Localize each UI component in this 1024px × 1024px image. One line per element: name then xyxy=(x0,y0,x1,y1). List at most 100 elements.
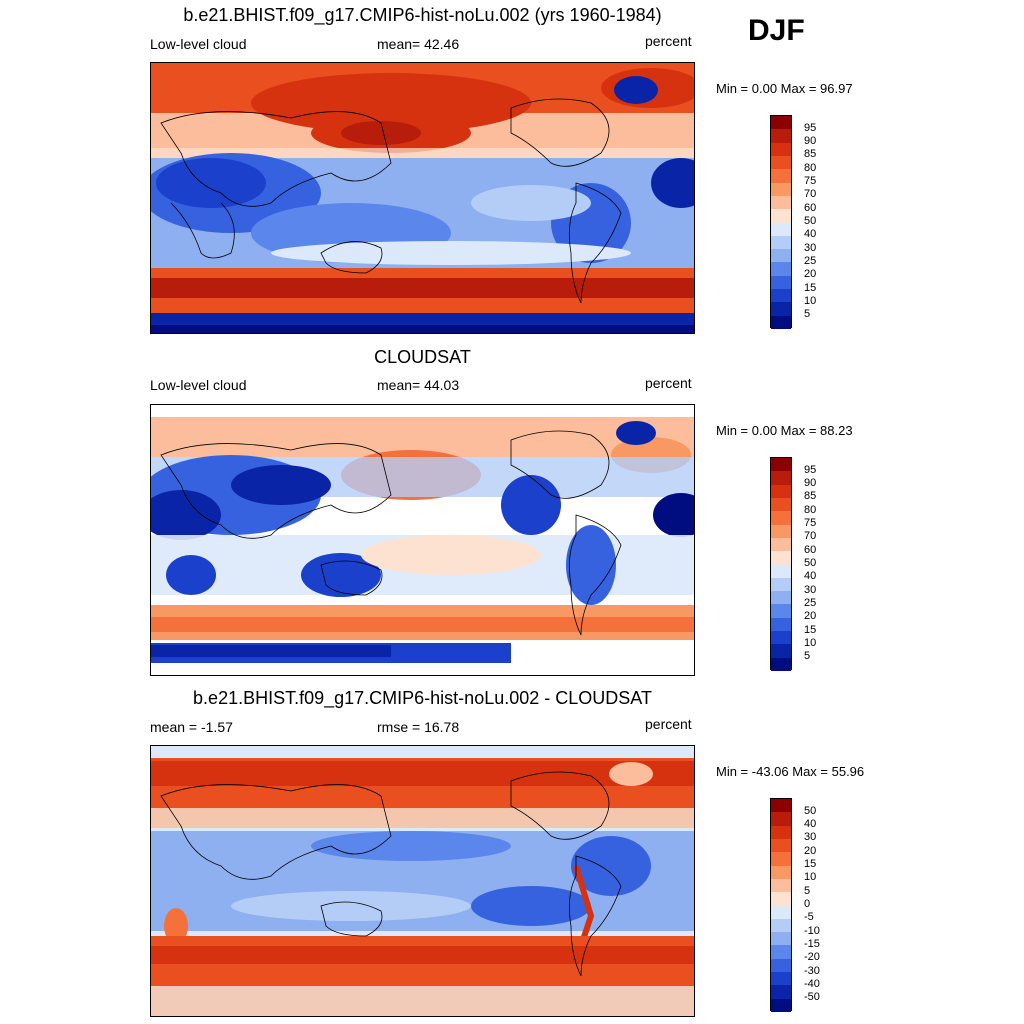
colorbar-swatch xyxy=(771,998,791,1012)
colorbar-swatch xyxy=(771,825,791,839)
colorbar-tick-label: 95 xyxy=(804,121,817,134)
colorbar-tick-label: 80 xyxy=(804,503,817,516)
colorbar-swatch xyxy=(771,985,791,999)
colorbar-tick-label: 30 xyxy=(804,583,817,596)
colorbar-swatch xyxy=(771,275,791,290)
panel-3-units-label: percent xyxy=(645,716,692,732)
colorbar-swatch xyxy=(771,945,791,959)
colorbar-tick-label: 10 xyxy=(804,636,817,649)
colorbar-tick-label: 30 xyxy=(804,831,817,844)
colorbar-swatch xyxy=(771,484,791,498)
colorbar-tick-label: 5 xyxy=(804,308,811,321)
colorbar-swatch xyxy=(771,471,791,485)
colorbar-tick-label: 30 xyxy=(804,241,817,254)
colorbar-swatch xyxy=(771,155,791,170)
colorbar-tick-label: -30 xyxy=(804,964,820,977)
colorbar-tick-label: 50 xyxy=(804,557,817,569)
colorbar-tick-label: 85 xyxy=(804,490,817,503)
colorbar-tick-label: 15 xyxy=(804,623,817,636)
colorbar-swatch xyxy=(771,932,791,946)
colorbar-swatch xyxy=(771,315,791,329)
colorbar-tick-label: -5 xyxy=(804,911,814,924)
colorbar-tick-label: 20 xyxy=(804,610,817,623)
colorbar-swatch xyxy=(771,631,791,645)
panel-2-mean-label: mean= 44.03 xyxy=(377,377,460,393)
panel-1-mean-label: mean= 42.46 xyxy=(377,36,460,52)
colorbar-swatch xyxy=(771,537,791,552)
panel-1-variable-label: Low-level cloud xyxy=(150,36,247,52)
colorbar-tick-label: 40 xyxy=(804,570,817,583)
colorbar-swatch xyxy=(771,551,791,565)
colorbar-swatch xyxy=(771,812,791,826)
colorbar-swatch xyxy=(771,577,791,592)
colorbar-swatch xyxy=(771,852,791,866)
colorbar-tick-label: 90 xyxy=(804,477,817,490)
colorbar-tick-label: 20 xyxy=(804,844,817,857)
colorbar-swatch xyxy=(771,511,791,525)
colorbar-swatch xyxy=(771,644,791,658)
colorbar-tick-label: 20 xyxy=(804,268,817,281)
panel-3-minmax: Min = -43.06 Max = 55.96 xyxy=(716,764,865,779)
colorbar-swatch xyxy=(771,958,791,973)
panel-3-map xyxy=(150,745,695,1017)
colorbar-swatch xyxy=(771,591,791,605)
colorbar-tick-label: -20 xyxy=(804,951,820,964)
colorbar-tick-label: 75 xyxy=(804,175,817,188)
panel-1-map xyxy=(150,62,695,334)
colorbar-tick-label: 70 xyxy=(804,530,817,543)
colorbar-swatches xyxy=(770,798,792,1012)
colorbar-swatch xyxy=(771,905,791,919)
colorbar-tick-label: 25 xyxy=(804,596,817,609)
panel-1-title: b.e21.BHIST.f09_g17.CMIP6-hist-noLu.002 … xyxy=(183,5,662,25)
colorbar-tick-label: 25 xyxy=(804,254,817,267)
colorbar-swatch xyxy=(771,657,791,671)
panel-2-title: CLOUDSAT xyxy=(374,347,471,367)
colorbar-tick-label: -50 xyxy=(804,991,820,1004)
colorbar-swatch xyxy=(771,169,791,183)
colorbar-swatch xyxy=(771,262,791,276)
colorbar-tick-label: 70 xyxy=(804,188,817,201)
colorbar-swatch xyxy=(771,249,791,263)
colorbar-tick-label: 60 xyxy=(804,543,817,556)
colorbar-swatch xyxy=(771,116,791,130)
panel-2-map xyxy=(150,404,695,676)
colorbar-tick-label: 50 xyxy=(804,804,817,817)
colorbar-swatch xyxy=(771,617,791,632)
colorbar-tick-label: 40 xyxy=(804,228,817,241)
colorbar-swatch xyxy=(771,182,791,196)
colorbar-tick-label: 60 xyxy=(804,201,817,214)
colorbar-swatches xyxy=(770,457,792,671)
panel-3-rmse-label: rmse = 16.78 xyxy=(377,719,460,735)
colorbar-swatch xyxy=(771,209,791,223)
panel-1-units-label: percent xyxy=(645,33,692,49)
colorbar-tick-label: 15 xyxy=(804,858,817,871)
colorbar-swatch xyxy=(771,838,791,853)
colorbar-tick-label: -40 xyxy=(804,977,820,990)
colorbar-swatch xyxy=(771,195,791,210)
colorbar-swatch xyxy=(771,497,791,512)
colorbar-tick-label: 0 xyxy=(804,898,811,910)
colorbar-tick-label: 50 xyxy=(804,215,817,227)
colorbar-swatch xyxy=(771,564,791,578)
colorbar-swatch xyxy=(771,222,791,236)
colorbar-tick-label: 10 xyxy=(804,294,817,307)
colorbar-tick-label: 10 xyxy=(804,871,817,884)
colorbar-tick-label: -10 xyxy=(804,924,820,937)
colorbar-tick-label: 40 xyxy=(804,818,817,831)
colorbar-tick-label: 90 xyxy=(804,135,817,148)
colorbar-swatch xyxy=(771,142,791,156)
panel-2-minmax: Min = 0.00 Max = 88.23 xyxy=(716,423,853,438)
colorbar-tick-label: 75 xyxy=(804,517,817,530)
colorbar-swatch xyxy=(771,524,791,538)
colorbar-swatch xyxy=(771,289,791,303)
colorbar-swatch xyxy=(771,878,791,893)
colorbar-swatch xyxy=(771,302,791,316)
colorbar-swatch xyxy=(771,865,791,879)
colorbar-swatch xyxy=(771,972,791,986)
season-label: DJF xyxy=(748,14,805,47)
colorbar-tick-label: 5 xyxy=(804,650,811,663)
colorbar-tick-label: 15 xyxy=(804,281,817,294)
colorbar-swatch xyxy=(771,129,791,143)
colorbar-swatch xyxy=(771,604,791,618)
panel-3-title: b.e21.BHIST.f09_g17.CMIP6-hist-noLu.002 … xyxy=(193,688,652,708)
